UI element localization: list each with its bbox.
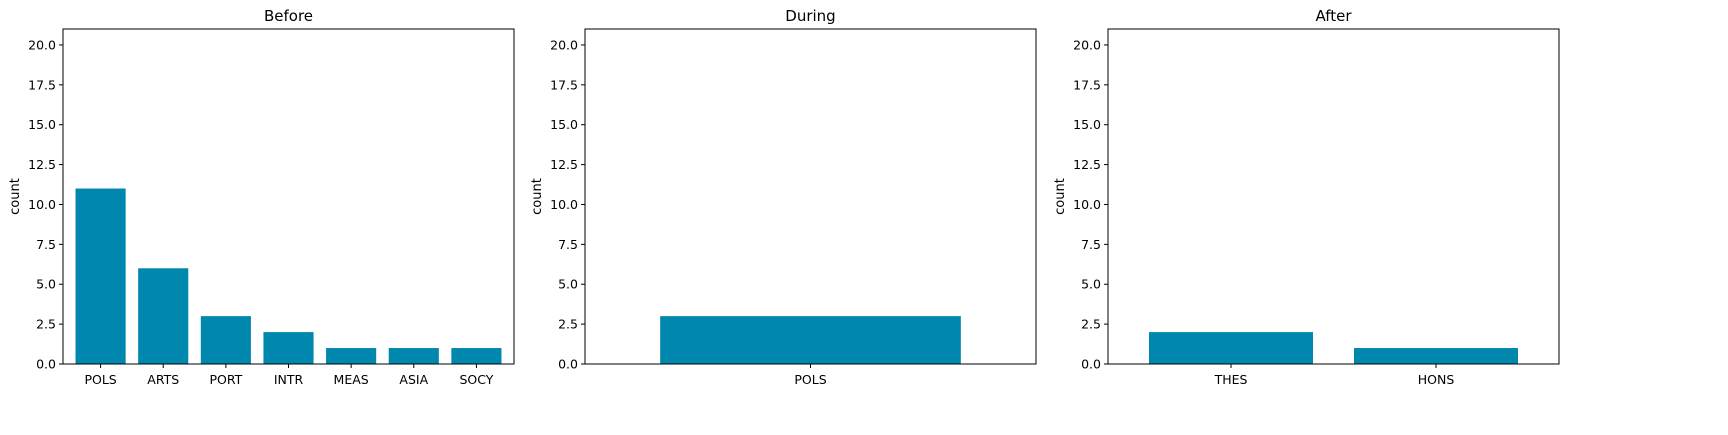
chart-title: Before — [264, 7, 313, 25]
y-tick-label: 17.5 — [1073, 77, 1101, 92]
y-tick-label: 15.0 — [28, 117, 56, 132]
plot-frame — [584, 28, 1037, 365]
y-tick-label: 5.0 — [558, 277, 578, 292]
x-tick-label: THES — [1214, 372, 1248, 387]
y-axis-label: count — [8, 178, 23, 215]
y-tick-label: 7.5 — [1081, 237, 1101, 252]
y-tick-label: 12.5 — [550, 157, 578, 172]
y-tick-label: 20.0 — [28, 37, 56, 52]
y-tick-label: 20.0 — [1073, 37, 1101, 52]
chart-title: After — [1315, 7, 1352, 25]
bar-socy — [451, 348, 502, 364]
x-tick-label: PORT — [209, 372, 242, 387]
x-tick-label: SOCY — [459, 372, 493, 387]
y-tick-label: 10.0 — [1073, 197, 1101, 212]
bar-asia — [388, 348, 439, 364]
bar-pols — [660, 316, 961, 364]
bar-thes — [1149, 332, 1313, 364]
y-tick-label: 0.0 — [558, 357, 578, 372]
bar-intr — [263, 332, 314, 364]
plot-frame — [1107, 28, 1560, 365]
bar-hons — [1354, 348, 1518, 364]
y-tick-label: 5.0 — [36, 277, 56, 292]
y-tick-label: 0.0 — [1081, 357, 1101, 372]
bar-meas — [326, 348, 377, 364]
panel-after: After count 0.0 2.5 5.0 7.5 10.0 12.5 15.0 17.5 20… — [1053, 7, 1560, 387]
x-tick-label: ARTS — [147, 372, 179, 387]
y-tick-label: 2.5 — [558, 317, 578, 332]
x-tick-label: HONS — [1418, 372, 1455, 387]
x-tick-label: MEAS — [334, 372, 369, 387]
y-tick-label: 7.5 — [558, 237, 578, 252]
y-tick-label: 15.0 — [1073, 117, 1101, 132]
y-tick-label: 15.0 — [550, 117, 578, 132]
x-tick-label: ASIA — [399, 372, 428, 387]
y-tick-label: 20.0 — [550, 37, 578, 52]
chart-title: During — [785, 7, 835, 25]
y-tick-label: 2.5 — [1081, 317, 1101, 332]
x-tick-label: POLS — [794, 372, 826, 387]
y-tick-label: 10.0 — [28, 197, 56, 212]
bar-arts — [138, 268, 189, 364]
y-tick-label: 12.5 — [28, 157, 56, 172]
y-tick-label: 7.5 — [36, 237, 56, 252]
bar-port — [200, 316, 251, 364]
panel-during: During count 0.0 2.5 5.0 7.5 10.0 12.5 15.0 17.5 2… — [530, 7, 1037, 387]
y-tick-label: 17.5 — [28, 77, 56, 92]
y-tick-label: 2.5 — [36, 317, 56, 332]
y-tick-label: 0.0 — [36, 357, 56, 372]
y-tick-label: 10.0 — [550, 197, 578, 212]
x-tick-label: POLS — [84, 372, 116, 387]
y-tick-label: 5.0 — [1081, 277, 1101, 292]
y-axis-label: count — [530, 178, 545, 215]
y-axis-label: count — [1053, 178, 1068, 215]
y-tick-label: 17.5 — [550, 77, 578, 92]
y-tick-label: 12.5 — [1073, 157, 1101, 172]
x-tick-label: INTR — [274, 372, 304, 387]
bar-pols — [75, 188, 126, 364]
plot-frame — [62, 28, 515, 365]
panel-before: Before count 0.0 2.5 5.0 7.5 10.0 12.5 15.0 17.5 2… — [8, 7, 515, 387]
